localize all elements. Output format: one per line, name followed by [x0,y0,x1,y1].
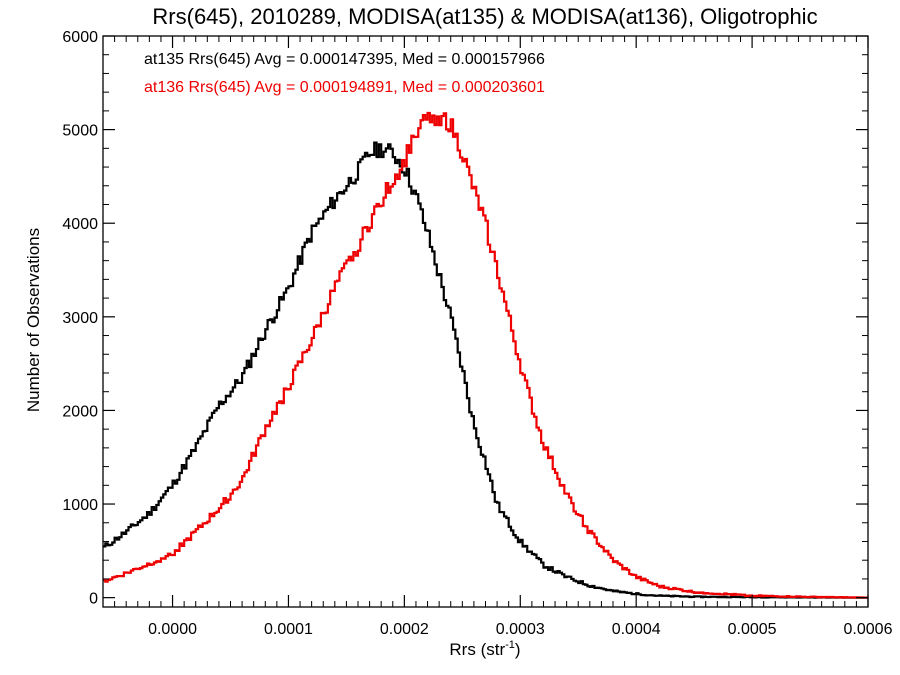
x-tick-label: 0.0004 [612,621,661,638]
x-tick-label: 0.0000 [148,621,197,638]
annotation-at135: at135 Rrs(645) Avg = 0.000147395, Med = … [144,51,545,68]
y-tick-label: 6000 [62,29,98,46]
y-tick-label: 1000 [62,497,98,514]
x-axis-label: Rrs (str-1) [449,639,520,659]
x-axis-label-suffix: ) [515,640,521,659]
annotation-at136: at136 Rrs(645) Avg = 0.000194891, Med = … [144,79,545,96]
x-tick-label: 0.0001 [264,621,313,638]
y-tick-label: 5000 [62,123,98,140]
y-tick-label: 3000 [62,310,98,327]
series-at136-histogram [103,111,868,599]
x-axis-label-superscript: -1 [505,639,515,651]
series-layer [103,111,868,599]
y-tick-label: 4000 [62,216,98,233]
y-tick-label: 0 [89,591,98,608]
y-axis-label: Number of Observations [24,228,43,412]
x-tick-label: 0.0006 [844,621,893,638]
x-tick-label: 0.0005 [728,621,777,638]
series-at135-histogram [103,141,868,599]
x-axis-label-main: Rrs (str [449,640,505,659]
x-axis: 0.0000 0.0001 0.0002 0.0003 0.0004 0.0005 0.00… [114,36,893,638]
x-tick-label: 0.0003 [496,621,545,638]
y-tick-label: 2000 [62,403,98,420]
x-tick-label: 0.0002 [380,621,429,638]
chart-title: Rrs(645), 2010289, MODISA(at135) & MODIS… [152,4,817,29]
y-axis: 0 1000 2000 3000 4000 5000 6000 [62,29,868,608]
